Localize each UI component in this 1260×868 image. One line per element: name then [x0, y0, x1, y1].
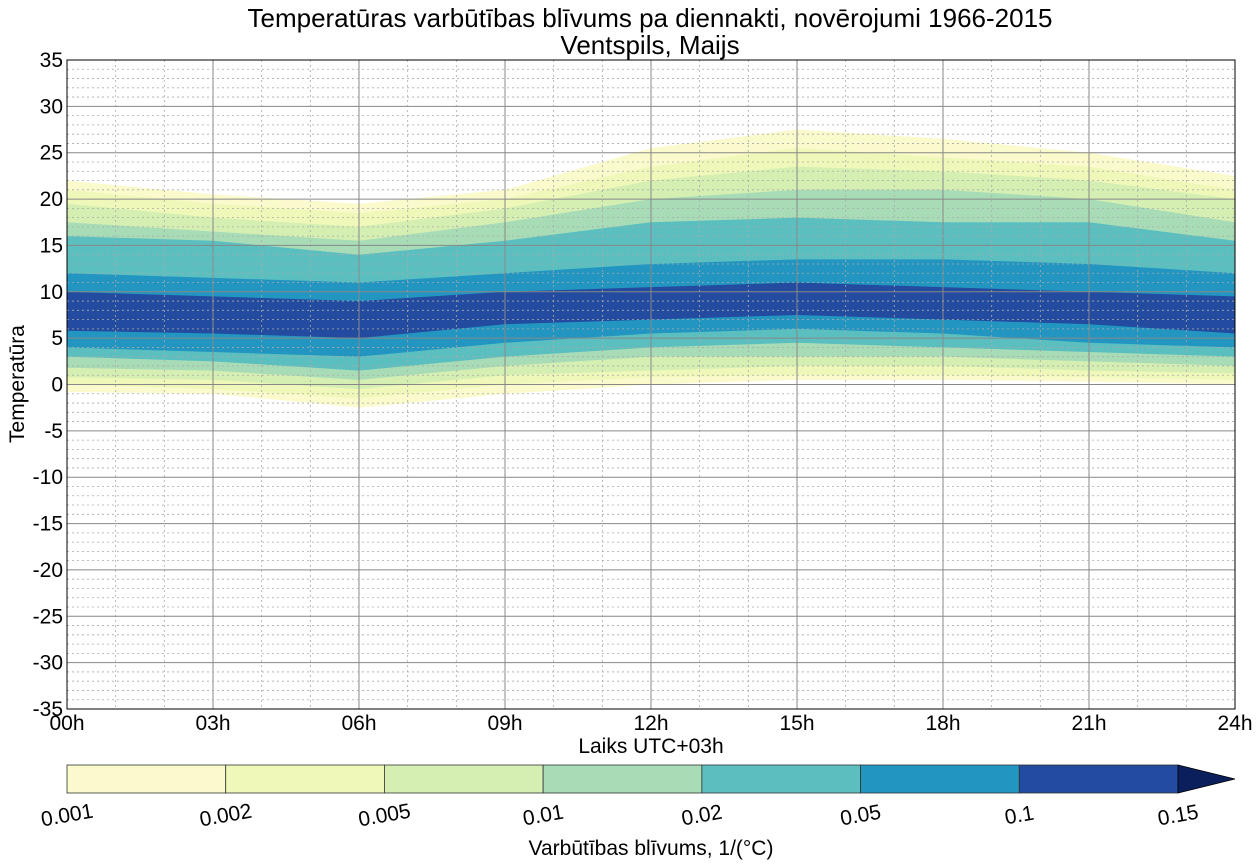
- colorbar-segment: [860, 764, 1020, 794]
- y-axis-label: Temperatūra: [6, 325, 29, 443]
- colorbar-tick-label: 0.01: [521, 801, 565, 831]
- colorbar-tick-label: 0.15: [1156, 801, 1200, 831]
- chart-title: Temperatūras varbūtības blīvums pa dienn…: [247, 3, 1052, 33]
- colorbar-tick-label: 0.02: [680, 801, 724, 831]
- colorbar-segment: [384, 764, 544, 794]
- x-tick-label: 15h: [779, 712, 814, 735]
- y-tick-label: 15: [40, 234, 63, 257]
- colorbar-tick-label: 0.1: [1003, 802, 1036, 830]
- colorbar-segment: [1018, 764, 1179, 794]
- y-tick-label: 10: [40, 281, 63, 304]
- y-tick-label: 20: [40, 188, 63, 211]
- y-axis-ticks: -35 -30 -25 -20 -15 -10 -5 0 5 10 15 20 25 30 35: [33, 49, 63, 721]
- grid-lines: [67, 60, 1235, 709]
- y-tick-label: 0: [51, 374, 63, 397]
- y-tick-label: 35: [40, 49, 63, 72]
- y-tick-label: -25: [33, 605, 63, 628]
- colorbar: 0.001 0.002 0.005 0.01 0.02 0.05 0.1 0.15: [39, 764, 1236, 832]
- colorbar-segment: [225, 764, 385, 794]
- y-tick-label: -35: [33, 698, 63, 721]
- colorbar-extend-arrow: [1177, 764, 1236, 794]
- x-tick-label: 03h: [195, 712, 230, 735]
- y-tick-label: 5: [51, 327, 63, 350]
- colorbar-segment: [701, 764, 861, 794]
- y-tick-label: -5: [44, 420, 63, 443]
- colorbar-tick-label: 0.002: [198, 800, 254, 832]
- colorbar-tick-label: 0.05: [839, 801, 883, 831]
- x-tick-label: 18h: [925, 712, 960, 735]
- x-tick-label: 21h: [1071, 712, 1106, 735]
- colorbar-tick-label: 0.005: [357, 800, 413, 832]
- y-tick-label: 30: [40, 95, 63, 118]
- x-tick-label: 24h: [1217, 712, 1252, 735]
- y-tick-label: -20: [33, 559, 63, 582]
- colorbar-tick-label: 0.001: [39, 800, 95, 832]
- x-tick-label: 06h: [341, 712, 376, 735]
- colorbar-label: Varbūtības blīvums, 1/(°C): [529, 837, 774, 860]
- colorbar-segment: [542, 764, 703, 794]
- x-axis-label: Laiks UTC+03h: [578, 735, 723, 758]
- x-axis-ticks: 00h 03h 06h 09h 12h 15h 18h 21h 24h: [49, 712, 1252, 735]
- x-tick-label: 09h: [487, 712, 522, 735]
- y-tick-label: -10: [33, 466, 63, 489]
- colorbar-segment: [66, 764, 227, 794]
- x-tick-label: 00h: [49, 712, 84, 735]
- x-tick-label: 12h: [633, 712, 668, 735]
- y-tick-label: -30: [33, 652, 63, 675]
- y-tick-label: -15: [33, 513, 63, 536]
- y-tick-label: 25: [40, 142, 63, 165]
- plot-frame: [66, 59, 1236, 710]
- chart-subtitle: Ventspils, Maijs: [560, 30, 739, 60]
